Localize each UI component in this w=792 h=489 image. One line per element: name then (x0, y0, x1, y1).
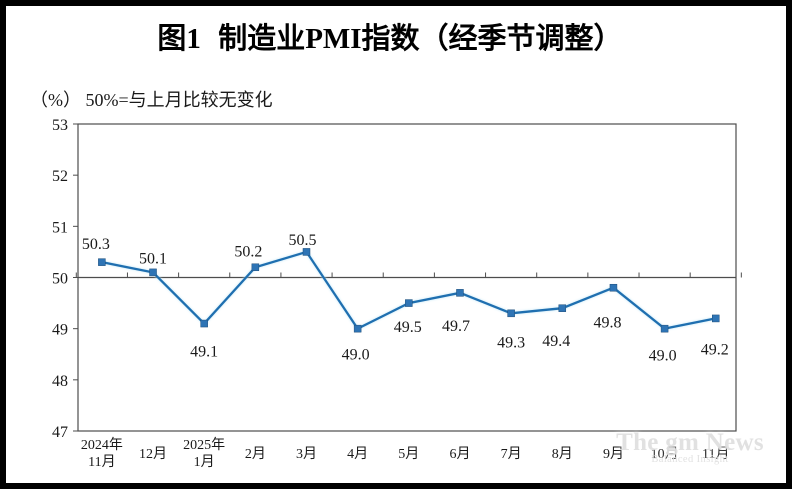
svg-text:4月: 4月 (347, 446, 368, 462)
svg-text:8月: 8月 (552, 446, 573, 462)
svg-text:49.0: 49.0 (649, 348, 677, 365)
svg-text:2025年: 2025年 (183, 437, 225, 453)
svg-text:53: 53 (52, 117, 68, 134)
svg-text:50: 50 (52, 271, 68, 288)
svg-text:50.5: 50.5 (289, 232, 317, 249)
svg-text:1月: 1月 (194, 454, 215, 470)
svg-text:52: 52 (52, 168, 68, 185)
svg-text:49: 49 (52, 322, 68, 339)
svg-text:51: 51 (52, 219, 68, 236)
svg-text:50.1: 50.1 (139, 250, 167, 267)
svg-text:5月: 5月 (398, 446, 419, 462)
svg-text:7月: 7月 (501, 446, 522, 462)
svg-text:49.0: 49.0 (342, 347, 370, 364)
svg-text:49.8: 49.8 (593, 315, 621, 332)
svg-text:47: 47 (52, 424, 68, 441)
svg-text:49.1: 49.1 (190, 344, 218, 361)
svg-text:50.3: 50.3 (82, 236, 110, 253)
svg-text:6月: 6月 (449, 446, 470, 462)
svg-text:2月: 2月 (245, 446, 266, 462)
svg-text:49.3: 49.3 (497, 334, 525, 351)
svg-text:2024年: 2024年 (81, 437, 123, 453)
svg-text:49.2: 49.2 (701, 341, 729, 358)
svg-text:3月: 3月 (296, 446, 317, 462)
svg-text:12月: 12月 (139, 446, 167, 462)
svg-text:49.5: 49.5 (394, 319, 422, 336)
svg-text:11月: 11月 (88, 454, 115, 470)
svg-text:50.2: 50.2 (234, 243, 262, 260)
svg-text:49.7: 49.7 (442, 318, 470, 335)
svg-text:49.4: 49.4 (542, 333, 570, 350)
svg-text:48: 48 (52, 373, 68, 390)
